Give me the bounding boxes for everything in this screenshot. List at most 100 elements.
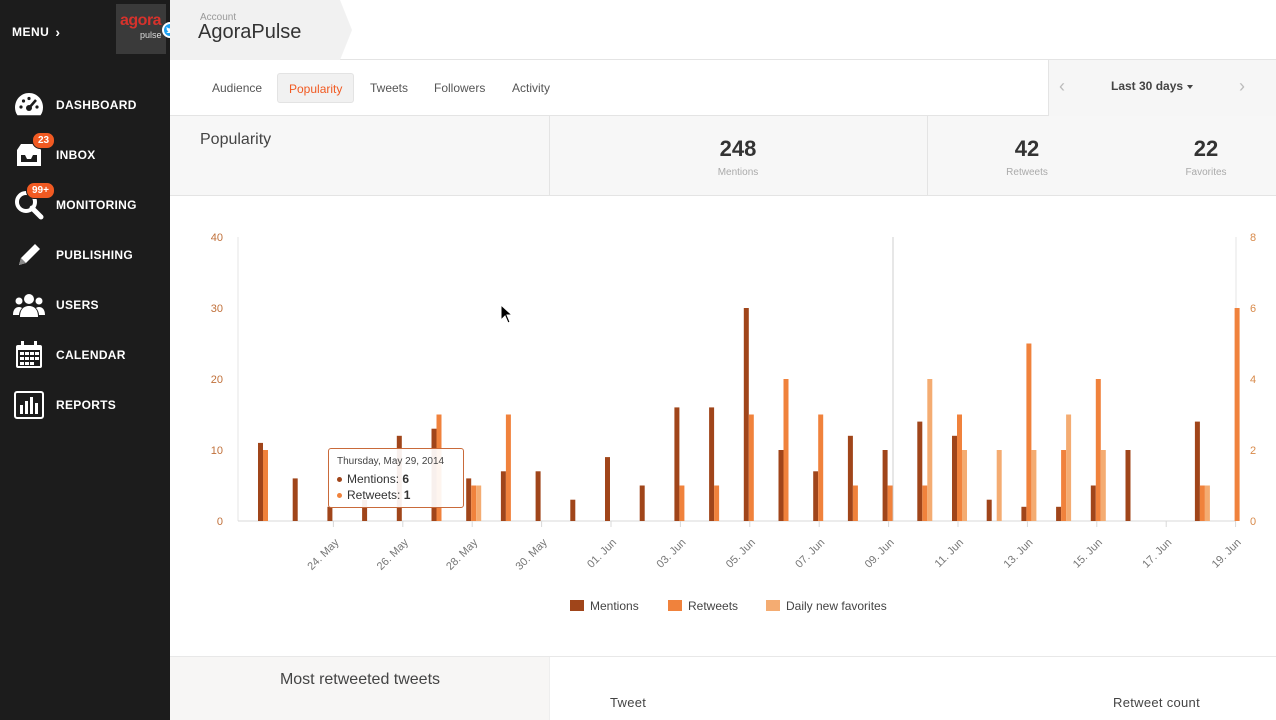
stats-summary: Popularity 248 Mentions 42 Retweets 22 F… <box>170 116 1276 196</box>
chart-bar-mentions <box>292 478 298 521</box>
chart-bar-mentions <box>639 485 645 521</box>
sidebar-item-inbox[interactable]: 23 INBOX <box>0 130 170 180</box>
y-tick-label-left: 30 <box>211 303 223 315</box>
tooltip-label: Retweets: <box>347 488 401 502</box>
legend-label: Retweets <box>688 599 738 613</box>
sidebar-item-label: REPORTS <box>56 398 117 412</box>
chart-bar-daily-new-favorites <box>927 379 933 521</box>
legend-label: Daily new favorites <box>786 599 887 613</box>
most-retweeted-header: Most retweeted tweets <box>170 657 550 720</box>
chart-bar-retweets <box>1199 485 1205 521</box>
chart-bar-daily-new-favorites <box>1204 485 1210 521</box>
chart-bar-mentions <box>535 471 541 521</box>
sidebar-item-monitoring[interactable]: 99+ MONITORING <box>0 180 170 230</box>
menu-toggle[interactable]: MENU › <box>12 24 61 40</box>
sidebar: MENU › agora pulse DASHBOARD 23 INB <box>0 0 178 720</box>
tooltip-value: 6 <box>402 472 410 486</box>
x-tick-label: 17. Jun <box>1140 537 1174 571</box>
x-tick-label: 19. Jun <box>1210 537 1244 571</box>
legend-swatch <box>570 600 584 611</box>
account-selector[interactable]: Account AgoraPulse <box>170 0 340 60</box>
sidebar-item-label: CALENDAR <box>56 348 126 362</box>
popularity-chart-panel: 0 10 20 30 40 0 2 4 6 8 24. May 26. May 28. May 30. M… <box>170 196 1276 656</box>
chart-bar-mentions <box>882 450 888 521</box>
x-tick-label: 26. May <box>375 536 412 573</box>
chart-bar-mentions <box>813 471 819 521</box>
tab-activity[interactable]: Activity <box>512 81 551 95</box>
y-tick-label-left: 10 <box>211 445 223 457</box>
legend-label: Mentions <box>590 599 639 613</box>
date-range-dropdown[interactable]: Last 30 days <box>1111 79 1194 93</box>
favorites-label: Favorites <box>1185 167 1227 178</box>
chart-bar-mentions <box>952 435 957 521</box>
tab-popularity[interactable]: Popularity <box>277 73 355 103</box>
chevron-left-icon[interactable]: ‹ <box>1059 76 1065 96</box>
x-tick-label: 07. Jun <box>793 537 827 571</box>
tab-followers[interactable]: Followers <box>434 81 486 95</box>
x-tick-label: 28. May <box>444 536 481 573</box>
legend-swatch <box>668 600 682 611</box>
sidebar-item-dashboard[interactable]: DASHBOARD <box>0 80 170 130</box>
popularity-chart: 0 10 20 30 40 0 2 4 6 8 24. May 26. May 28. May 30. M… <box>211 232 1256 613</box>
chart-bar-retweets <box>957 414 962 521</box>
favorites-count: 22 <box>1193 136 1219 161</box>
chart-bar-retweets <box>263 450 268 521</box>
section-title: Popularity <box>200 131 272 148</box>
bullet-icon <box>337 477 342 483</box>
chart-bar-daily-new-favorites <box>962 450 967 521</box>
chart-bar-mentions <box>743 308 749 521</box>
chart-bar-mentions <box>327 506 333 521</box>
chart-bar-mentions <box>500 471 506 521</box>
sidebar-item-calendar[interactable]: CALENDAR <box>0 330 170 380</box>
x-tick-label: 05. Jun <box>724 537 758 571</box>
chart-bar-retweets <box>1095 379 1101 521</box>
chart-bar-mentions <box>605 457 610 521</box>
tooltip-value: 1 <box>403 488 411 502</box>
tab-audience[interactable]: Audience <box>212 81 263 95</box>
tab-tweets[interactable]: Tweets <box>370 81 409 95</box>
sidebar-item-users[interactable]: USERS <box>0 280 170 330</box>
sidebar-item-publishing[interactable]: PUBLISHING <box>0 230 170 280</box>
chart-bar-retweets <box>1061 450 1067 521</box>
column-header-retweet-count: Retweet count <box>1113 695 1201 710</box>
monitoring-badge: 99+ <box>26 182 55 199</box>
calendar-icon <box>12 338 46 372</box>
date-range-selector: ‹ Last 30 days › <box>1048 60 1276 116</box>
chart-bar-retweets <box>679 485 685 521</box>
chevron-right-icon[interactable]: › <box>1239 76 1245 96</box>
chart-bar-mentions <box>1021 506 1027 521</box>
chart-bar-mentions <box>847 435 853 521</box>
x-tick-label: 24. May <box>305 536 342 573</box>
account-label: Account <box>200 12 237 23</box>
chevron-right-icon: › <box>55 24 61 40</box>
account-name: AgoraPulse <box>198 21 302 43</box>
x-tick-label: 30. May <box>514 536 551 573</box>
mouse-cursor-icon <box>500 304 514 324</box>
most-retweeted-section: Most retweeted tweets Tweet Retweet coun… <box>170 656 1276 720</box>
logo-text-bottom: pulse <box>140 30 162 40</box>
chart-bar-retweets <box>1234 308 1240 521</box>
x-tick-label: 01. Jun <box>585 537 619 571</box>
sidebar-item-label: USERS <box>56 298 99 312</box>
sidebar-nav: DASHBOARD 23 INBOX 99+ MONITORING <box>0 80 170 430</box>
chart-bar-retweets <box>887 485 893 521</box>
y-tick-label-left: 40 <box>211 232 223 244</box>
y-tick-label-right: 0 <box>1250 516 1256 528</box>
pencil-icon <box>12 238 46 272</box>
chart-bar-retweets <box>714 485 720 521</box>
x-tick-label: 03. Jun <box>655 537 689 571</box>
sidebar-item-label: MONITORING <box>56 198 137 212</box>
y-tick-label-left: 0 <box>217 516 223 528</box>
chart-bar-mentions <box>466 478 472 521</box>
sidebar-item-label: DASHBOARD <box>56 98 137 112</box>
mentions-label: Mentions <box>717 167 759 178</box>
chart-bar-mentions <box>1194 421 1200 521</box>
chart-bar-mentions <box>986 499 992 521</box>
date-range-label: Last 30 days <box>1111 79 1184 93</box>
chart-bar-daily-new-favorites <box>1031 450 1037 521</box>
sidebar-item-reports[interactable]: REPORTS <box>0 380 170 430</box>
x-tick-label: 09. Jun <box>863 537 897 571</box>
brand-logo[interactable]: agora pulse <box>116 4 178 54</box>
inbox-icon <box>12 138 46 172</box>
